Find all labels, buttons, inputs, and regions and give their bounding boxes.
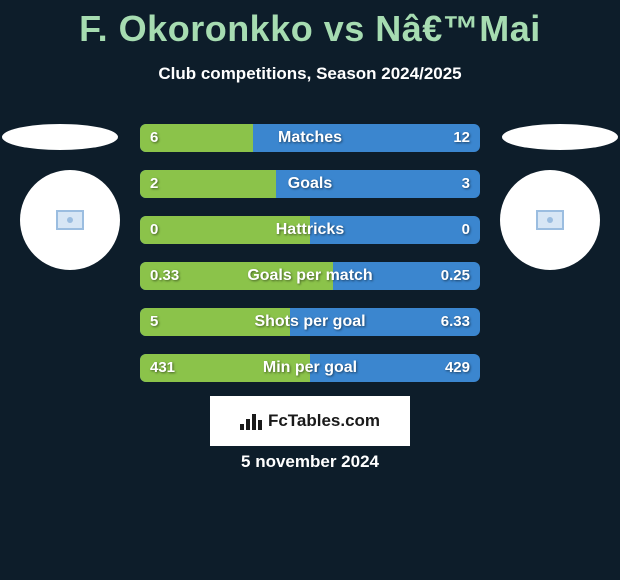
page-title: F. Okoronkko vs Nâ€™Mai [0,0,620,50]
stat-label: Shots per goal [140,308,480,336]
stat-bar: 23Goals [140,170,480,198]
stat-bar: 612Matches [140,124,480,152]
player-left-avatar [20,170,120,270]
player-right-avatar [500,170,600,270]
stat-bar: 431429Min per goal [140,354,480,382]
date-label: 5 november 2024 [0,452,620,472]
stat-bar: 56.33Shots per goal [140,308,480,336]
fctables-badge: FcTables.com [210,396,410,446]
stat-label: Goals per match [140,262,480,290]
stat-label: Matches [140,124,480,152]
page-subtitle: Club competitions, Season 2024/2025 [0,64,620,84]
player-right-shadow [502,124,618,150]
fctables-text: FcTables.com [268,411,380,431]
stat-label: Goals [140,170,480,198]
stat-label: Hattricks [140,216,480,244]
stat-label: Min per goal [140,354,480,382]
placeholder-icon [536,210,564,230]
stat-bars-container: 612Matches 23Goals 00Hattricks 0.330.25Goal… [140,124,480,400]
fctables-logo-icon [240,412,262,430]
placeholder-icon [56,210,84,230]
stat-bar: 0.330.25Goals per match [140,262,480,290]
stat-bar: 00Hattricks [140,216,480,244]
player-left-shadow [2,124,118,150]
